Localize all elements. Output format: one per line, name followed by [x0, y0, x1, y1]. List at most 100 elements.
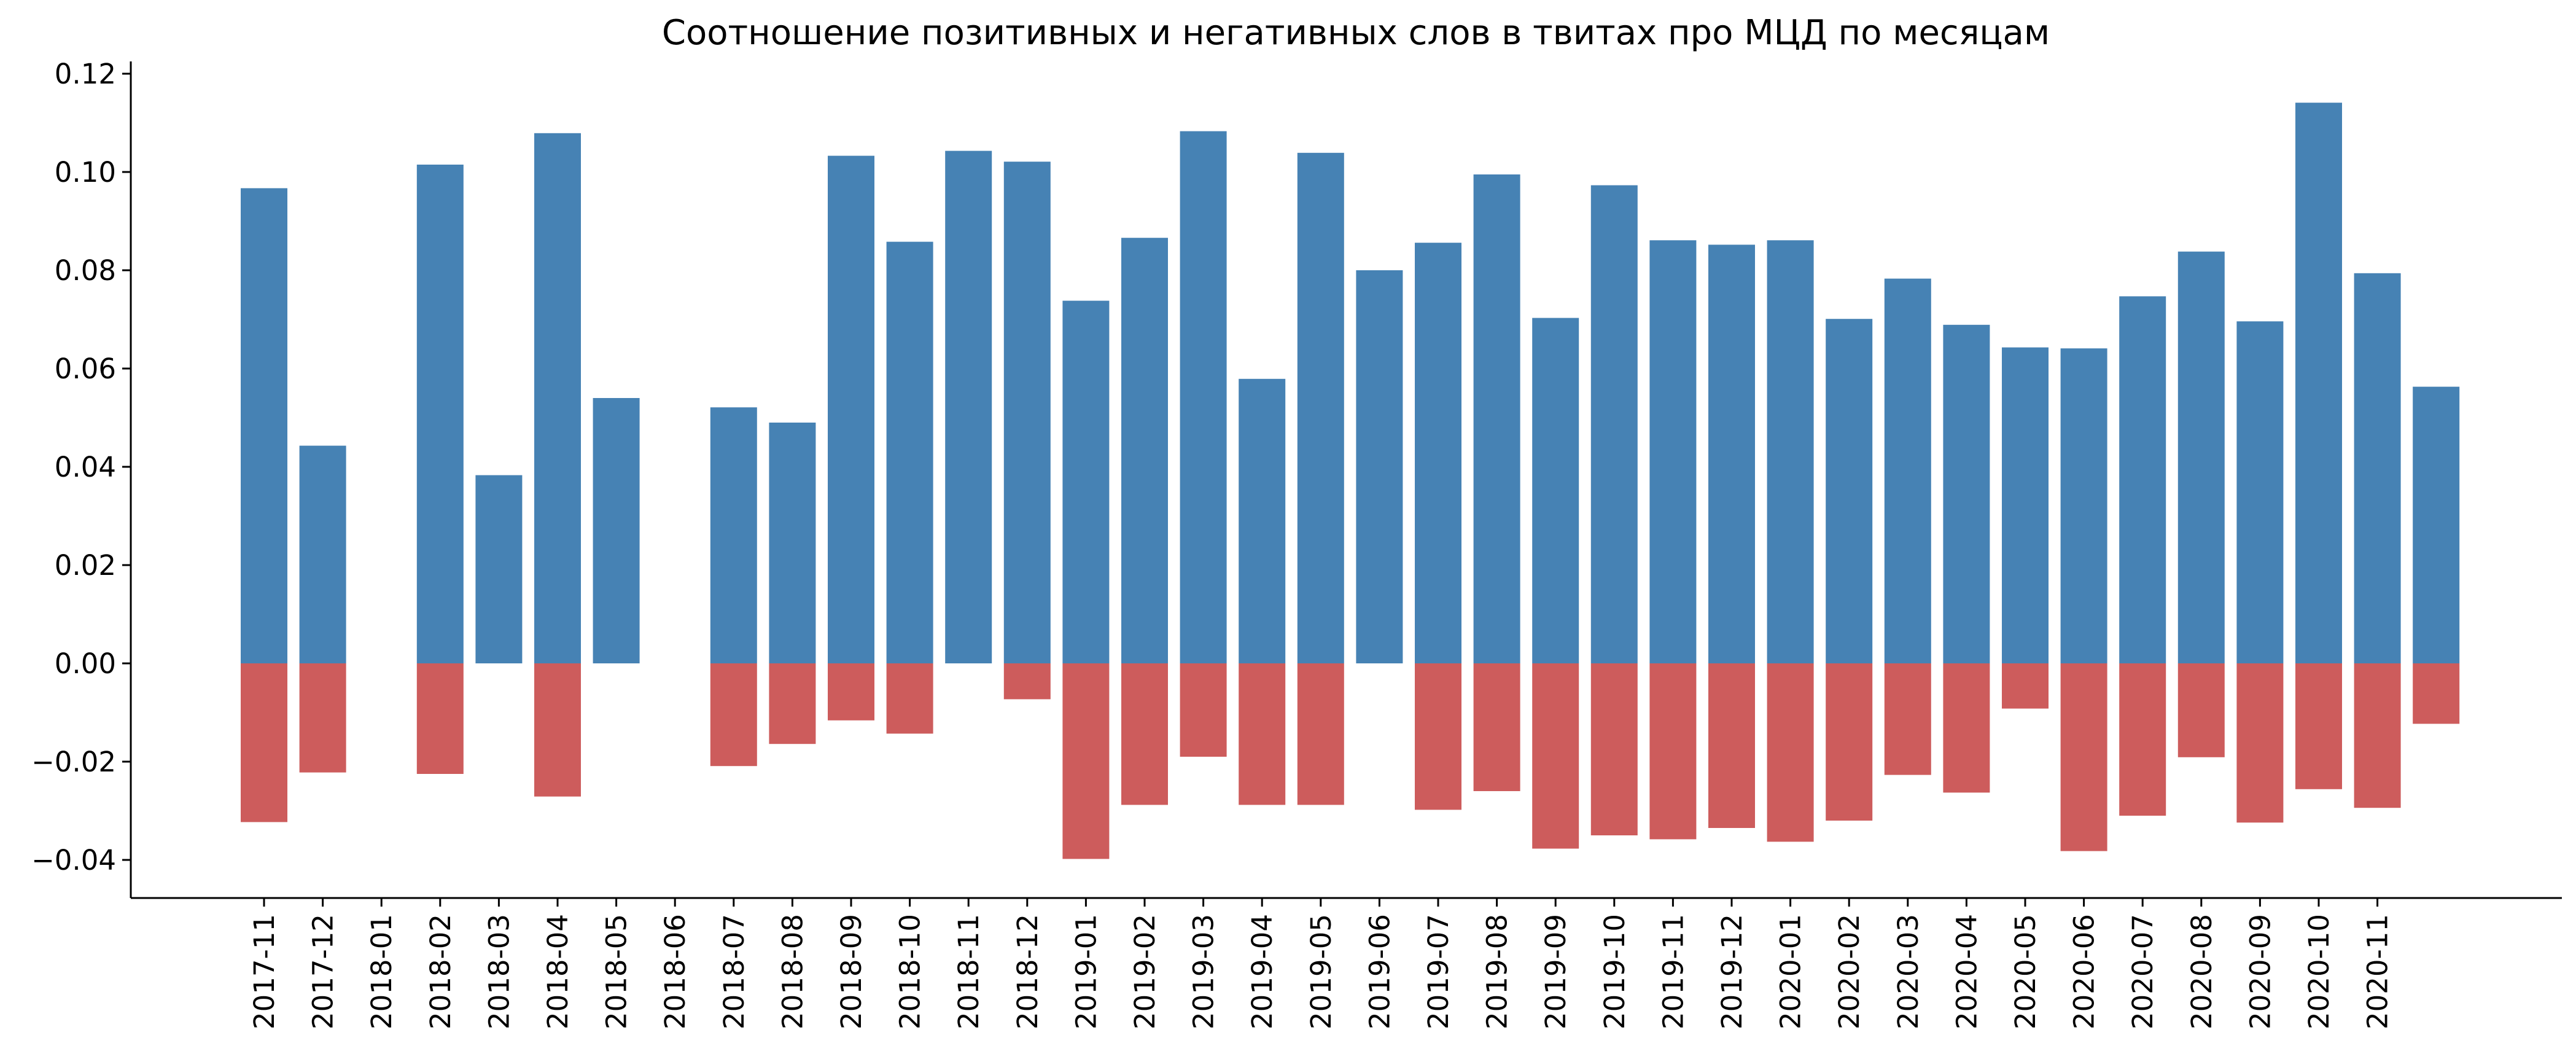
y-tick-label: −0.04 [31, 844, 116, 877]
x-tick-label: 2019-05 [1305, 914, 1337, 1029]
y-tick-label: 0.04 [55, 451, 116, 483]
positive-bar-6 [593, 398, 640, 663]
positive-bar-27 [1826, 319, 1873, 663]
negative-bar-1 [299, 663, 346, 773]
positive-bar-5 [534, 133, 581, 664]
negative-bar-28 [1884, 663, 1931, 775]
negative-bar-13 [1003, 663, 1051, 700]
positive-bar-12 [945, 150, 992, 664]
x-tick-label: 2020-01 [1775, 914, 1807, 1029]
positive-bar-8 [710, 407, 757, 663]
negative-bar-30 [2002, 663, 2049, 709]
x-tick-label: 2020-06 [2068, 914, 2101, 1029]
negative-bar-20 [1415, 663, 1461, 810]
y-tick-label: 0.12 [55, 58, 116, 90]
x-tick-label: 2020-07 [2127, 914, 2159, 1029]
negative-bar-5 [534, 663, 581, 797]
positive-bar-30 [2002, 347, 2049, 663]
x-tick-label: 2020-09 [2244, 914, 2276, 1029]
y-tick-label: 0.06 [55, 353, 116, 385]
y-tick-label: 0.08 [55, 254, 116, 287]
x-tick-label: 2019-10 [1598, 914, 1631, 1029]
x-tick-label: 2020-04 [1950, 914, 1983, 1029]
positive-bar-1 [299, 445, 346, 663]
y-tick-label: 0.10 [55, 156, 116, 189]
x-tick-label: 2018-03 [483, 914, 515, 1029]
x-tick-label: 2020-08 [2185, 914, 2218, 1029]
negative-bar-27 [1826, 663, 1873, 821]
positive-bar-17 [1239, 378, 1286, 663]
negative-bar-14 [1062, 663, 1110, 859]
positive-bar-29 [1943, 324, 1990, 663]
negative-bar-18 [1297, 663, 1344, 805]
positive-bar-15 [1121, 238, 1168, 663]
x-tick-label: 2018-12 [1011, 914, 1044, 1029]
negative-bar-32 [2119, 663, 2166, 816]
x-tick-label: 2020-05 [2009, 914, 2042, 1029]
x-tick-label: 2018-08 [776, 914, 809, 1029]
positive-bar-9 [769, 423, 816, 663]
positive-bar-36 [2354, 273, 2401, 663]
x-tick-label: 2020-02 [1833, 914, 1866, 1029]
x-tick-label: 2017-11 [248, 914, 281, 1029]
x-tick-label: 2019-07 [1422, 914, 1455, 1029]
negative-bar-34 [2236, 663, 2284, 823]
negative-bar-23 [1590, 663, 1638, 835]
negative-bar-8 [710, 663, 757, 767]
x-tick-label: 2019-03 [1188, 914, 1220, 1029]
x-tick-label: 2018-01 [365, 914, 398, 1029]
negative-bar-25 [1708, 663, 1755, 828]
x-tick-label: 2020-03 [1892, 914, 1924, 1029]
x-tick-label: 2018-04 [542, 914, 574, 1029]
x-tick-label: 2018-11 [952, 914, 985, 1029]
positive-bar-22 [1532, 318, 1579, 663]
x-tick-label: 2019-02 [1129, 914, 1161, 1029]
positive-bar-23 [1590, 185, 1638, 664]
x-tick-label: 2017-12 [307, 914, 340, 1029]
positive-bar-24 [1649, 240, 1697, 663]
x-tick-label: 2020-11 [2362, 914, 2394, 1029]
x-tick-label: 2018-02 [424, 914, 457, 1029]
negative-bar-15 [1121, 663, 1168, 805]
negative-bar-36 [2354, 663, 2401, 808]
positive-bar-0 [241, 188, 287, 663]
positive-bar-20 [1415, 243, 1461, 663]
positive-bar-11 [886, 241, 933, 664]
x-tick-label: 2019-08 [1481, 914, 1514, 1029]
x-tick-label: 2018-07 [718, 914, 750, 1029]
negative-bar-16 [1180, 663, 1227, 757]
y-tick-label: 0.02 [55, 549, 116, 582]
negative-bar-29 [1943, 663, 1990, 793]
bars-group [241, 103, 2460, 859]
negative-bar-17 [1239, 663, 1286, 805]
x-axis: 2017-11 2017-12 2018-01 2018-02 2018-03 2018-… [131, 897, 2562, 1029]
positive-bar-13 [1003, 162, 1051, 663]
x-tick-label: 2018-09 [835, 914, 868, 1029]
negative-bar-24 [1649, 663, 1697, 840]
negative-bar-21 [1473, 663, 1520, 791]
positive-bar-26 [1767, 240, 1814, 663]
positive-bar-25 [1708, 244, 1755, 663]
positive-bar-16 [1180, 131, 1227, 664]
positive-bar-14 [1062, 300, 1110, 664]
x-tick-label: 2018-10 [894, 914, 927, 1029]
positive-bar-37 [2413, 386, 2460, 663]
positive-bar-35 [2295, 103, 2342, 663]
negative-bar-3 [416, 663, 464, 774]
x-tick-label: 2019-04 [1246, 914, 1278, 1029]
x-tick-label: 2019-09 [1539, 914, 1572, 1029]
negative-bar-33 [2177, 663, 2225, 757]
positive-bar-31 [2060, 348, 2107, 663]
positive-bar-3 [416, 165, 464, 663]
negative-bar-0 [241, 663, 287, 822]
negative-bar-22 [1532, 663, 1579, 849]
x-tick-label: 2020-10 [2303, 914, 2335, 1029]
positive-bar-28 [1884, 278, 1931, 664]
positive-bar-32 [2119, 296, 2166, 663]
negative-bar-9 [769, 663, 816, 744]
x-tick-label: 2019-12 [1716, 914, 1748, 1029]
negative-bar-26 [1767, 663, 1814, 842]
positive-bar-18 [1297, 152, 1344, 664]
x-tick-label: 2018-06 [659, 914, 691, 1029]
